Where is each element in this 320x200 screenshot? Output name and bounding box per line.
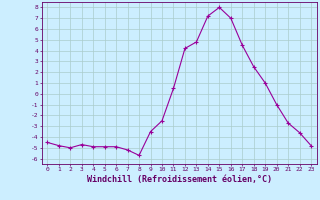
- X-axis label: Windchill (Refroidissement éolien,°C): Windchill (Refroidissement éolien,°C): [87, 175, 272, 184]
